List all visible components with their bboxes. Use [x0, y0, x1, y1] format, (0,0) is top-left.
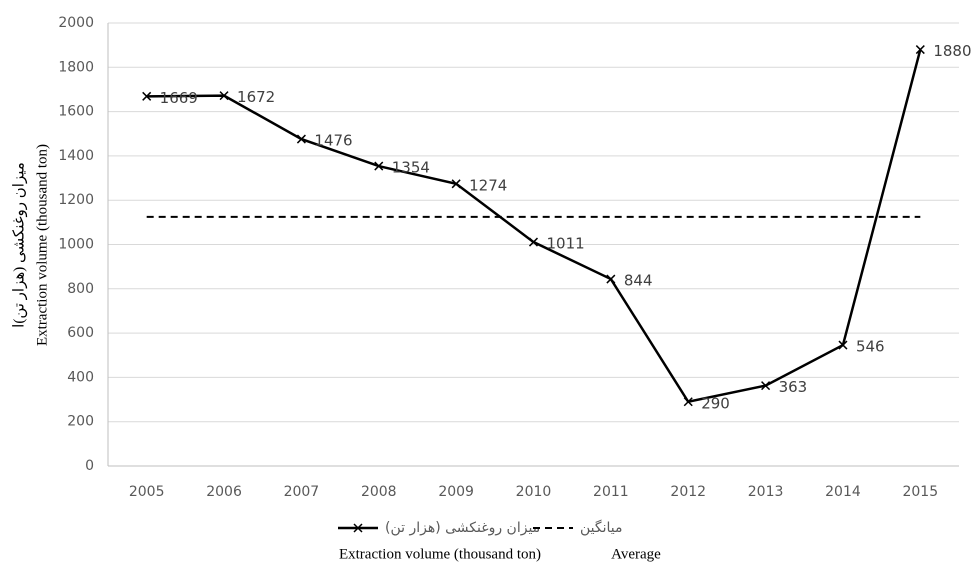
y-tick-label: 1600	[58, 104, 94, 120]
x-tick-label: 2007	[284, 484, 320, 500]
legend-marker	[353, 523, 363, 533]
legend-translation: Extraction volume (thousand ton)	[339, 546, 541, 562]
y-axis-label: Extraction volume (thousand ton)	[34, 144, 50, 346]
x-tick-label: 2010	[516, 484, 552, 500]
marker	[683, 397, 693, 407]
y-tick-label: 600	[67, 325, 94, 341]
marker	[142, 91, 152, 101]
y-tick-label: 1000	[58, 237, 94, 253]
legend-label: میانگین	[580, 519, 623, 536]
marker	[838, 340, 848, 350]
marker	[296, 134, 306, 144]
data-label: 844	[624, 272, 653, 290]
data-label: 290	[701, 394, 730, 412]
data-label: 1672	[237, 88, 275, 106]
data-label: 1354	[392, 159, 430, 177]
y-tick-label: 800	[67, 281, 94, 297]
marker	[528, 237, 539, 247]
y-axis-label: میزان روغنکشی (هزار تن)ا	[11, 162, 27, 328]
legend-translation: Average	[611, 546, 661, 562]
marker	[761, 381, 771, 391]
x-tick-label: 2013	[748, 484, 784, 500]
marker	[915, 45, 925, 55]
x-tick-label: 2012	[670, 484, 706, 500]
y-tick-label: 1400	[58, 148, 94, 164]
marker	[606, 274, 616, 284]
data-label: 1880	[933, 42, 971, 60]
y-tick-label: 0	[85, 458, 94, 474]
marker	[374, 161, 384, 171]
y-tick-label: 1200	[58, 192, 94, 208]
data-label: 1476	[314, 132, 352, 150]
x-tick-label: 2015	[902, 484, 938, 500]
y-tick-label: 2000	[58, 15, 94, 31]
x-tick-label: 2011	[593, 484, 629, 500]
marker	[219, 91, 229, 101]
data-label: 1011	[547, 235, 585, 253]
x-tick-label: 2008	[361, 484, 397, 500]
marker	[451, 179, 461, 189]
y-tick-label: 1800	[58, 59, 94, 75]
data-label: 1274	[469, 176, 507, 194]
x-tick-label: 2009	[438, 484, 474, 500]
y-tick-label: 400	[67, 369, 94, 385]
x-tick-label: 2005	[129, 484, 165, 500]
data-label: 546	[856, 338, 885, 356]
legend-label: میزان روغنکشی (هزار تن)	[385, 520, 540, 536]
x-tick-label: 2014	[825, 484, 861, 500]
data-label: 1669	[160, 89, 198, 107]
y-tick-label: 200	[67, 414, 94, 430]
data-label: 363	[779, 378, 808, 396]
x-tick-label: 2006	[206, 484, 242, 500]
